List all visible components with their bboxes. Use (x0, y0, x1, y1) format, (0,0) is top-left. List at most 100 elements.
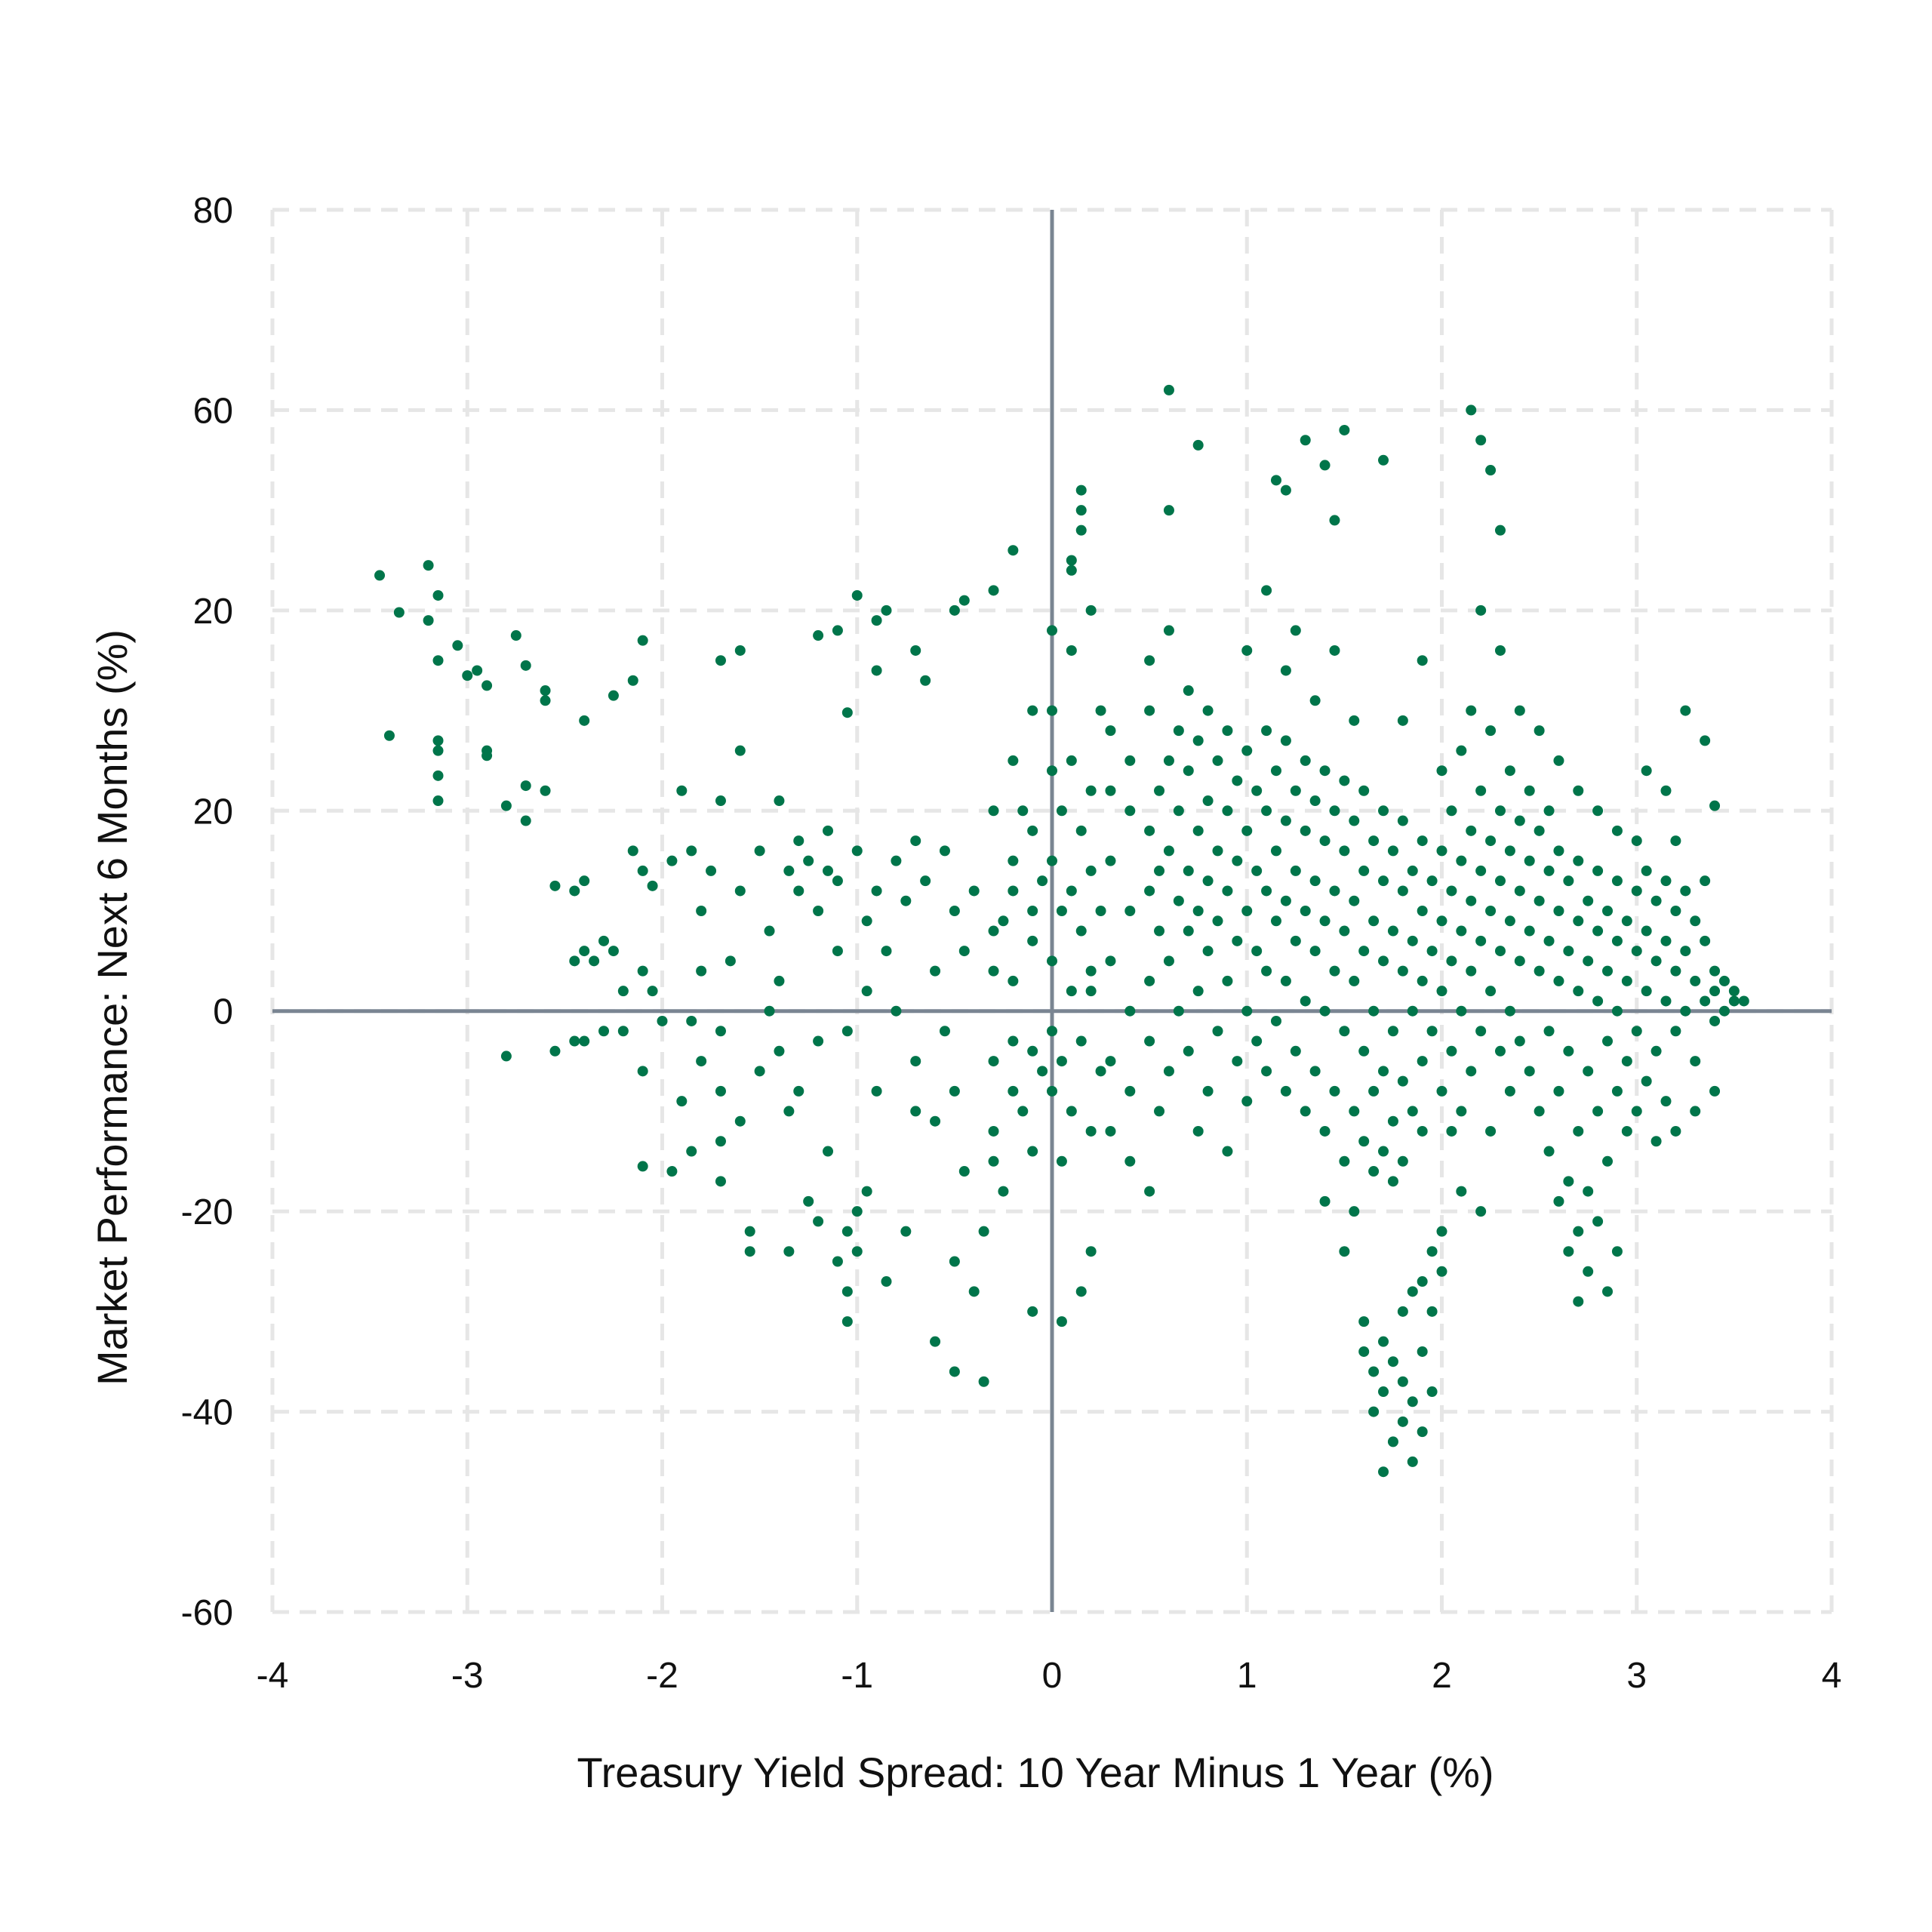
scatter-point (1475, 785, 1487, 796)
scatter-point (1124, 1085, 1136, 1097)
scatter-point (1202, 705, 1214, 716)
scatter-point (579, 875, 590, 887)
y-tick-label: 60 (193, 391, 233, 431)
scatter-point (1417, 1125, 1428, 1137)
scatter-point (1261, 805, 1272, 817)
scatter-point (1378, 1336, 1389, 1347)
scatter-point (1232, 935, 1243, 946)
scatter-point (1144, 705, 1155, 716)
scatter-point (813, 630, 824, 641)
scatter-point (1583, 1066, 1594, 1077)
y-axis-title: Market Performance: Next 6 Months (%) (88, 629, 136, 1386)
scatter-point (1397, 1075, 1408, 1087)
scatter-point (968, 885, 980, 897)
scatter-point (1680, 705, 1691, 716)
scatter-point (1407, 1456, 1418, 1467)
scatter-point (1309, 875, 1321, 887)
scatter-point (1397, 1155, 1408, 1167)
scatter-point (1524, 785, 1535, 796)
scatter-point (1241, 906, 1253, 916)
scatter-point (1075, 1286, 1087, 1297)
scatter-point (1261, 965, 1272, 977)
y-tick-label: 80 (193, 191, 233, 231)
scatter-point (1280, 1085, 1291, 1097)
scatter-point (1436, 1226, 1447, 1237)
scatter-point (949, 605, 960, 616)
scatter-point (540, 695, 551, 706)
scatter-point (1066, 986, 1077, 997)
scatter-point (637, 965, 648, 977)
scatter-point (1329, 885, 1340, 897)
scatter-point (1426, 1026, 1438, 1037)
scatter-point (1378, 1066, 1389, 1077)
scatter-point (1368, 1366, 1380, 1377)
scatter-point (949, 1085, 960, 1097)
scatter-point (1426, 1386, 1438, 1398)
scatter-point (920, 675, 931, 686)
scatter-point (1485, 725, 1497, 737)
scatter-point (1339, 1246, 1350, 1257)
scatter-point (1339, 424, 1350, 435)
scatter-point (734, 645, 746, 656)
scatter-point (1270, 915, 1281, 927)
scatter-point (1329, 645, 1340, 656)
scatter-point (696, 906, 707, 916)
scatter-point (851, 845, 863, 857)
scatter-point (569, 955, 580, 967)
scatter-point (1504, 845, 1515, 857)
scatter-point (988, 585, 999, 596)
scatter-point (998, 1186, 1009, 1197)
scatter-point (1349, 1206, 1360, 1217)
scatter-point (1329, 805, 1340, 817)
scatter-point (793, 835, 804, 847)
scatter-point (1641, 925, 1652, 937)
scatter-point (1504, 765, 1515, 777)
scatter-point (783, 1106, 795, 1117)
scatter-point (452, 640, 463, 651)
scatter-point (696, 965, 707, 977)
scatter-point (1144, 655, 1155, 666)
scatter-point (832, 625, 843, 636)
scatter-point (1008, 1035, 1019, 1047)
scatter-point (1270, 1015, 1281, 1026)
scatter-point (686, 1146, 697, 1157)
scatter-point (1368, 1406, 1380, 1417)
scatter-point (1592, 1216, 1604, 1227)
scatter-point (1436, 1266, 1447, 1277)
scatter-point (1105, 855, 1116, 866)
scatter-point (1378, 454, 1389, 466)
scatter-point (1631, 946, 1642, 957)
scatter-point (1241, 825, 1253, 836)
scatter-point (988, 805, 999, 817)
scatter-point (1387, 925, 1398, 937)
scatter-point (1017, 1106, 1029, 1117)
scatter-point (1212, 1026, 1223, 1037)
scatter-point (734, 1115, 746, 1127)
scatter-point (1651, 955, 1662, 967)
scatter-point (1446, 955, 1457, 967)
scatter-point (1378, 1146, 1389, 1157)
scatter-point (1349, 1106, 1360, 1117)
scatter-point (432, 589, 444, 601)
y-tick-label: 20 (193, 592, 233, 632)
scatter-point (1397, 1416, 1408, 1427)
scatter-point (1436, 765, 1447, 777)
scatter-point (569, 885, 580, 897)
scatter-point (1144, 825, 1155, 836)
scatter-point (1056, 1056, 1067, 1067)
scatter-point (715, 1176, 726, 1187)
y-tick-label: 20 (193, 792, 233, 832)
scatter-point (774, 975, 785, 986)
scatter-point (1066, 1106, 1077, 1117)
scatter-point (1700, 735, 1711, 746)
scatter-point (1436, 845, 1447, 857)
scatter-point (1319, 765, 1331, 777)
scatter-point (1494, 1045, 1506, 1057)
scatter-point (1251, 865, 1263, 876)
scatter-point (1261, 1066, 1272, 1077)
scatter-point (1690, 915, 1701, 927)
scatter-point (910, 835, 921, 847)
scatter-point (1553, 1195, 1564, 1207)
scatter-point (1124, 906, 1136, 916)
scatter-point (1621, 975, 1632, 986)
